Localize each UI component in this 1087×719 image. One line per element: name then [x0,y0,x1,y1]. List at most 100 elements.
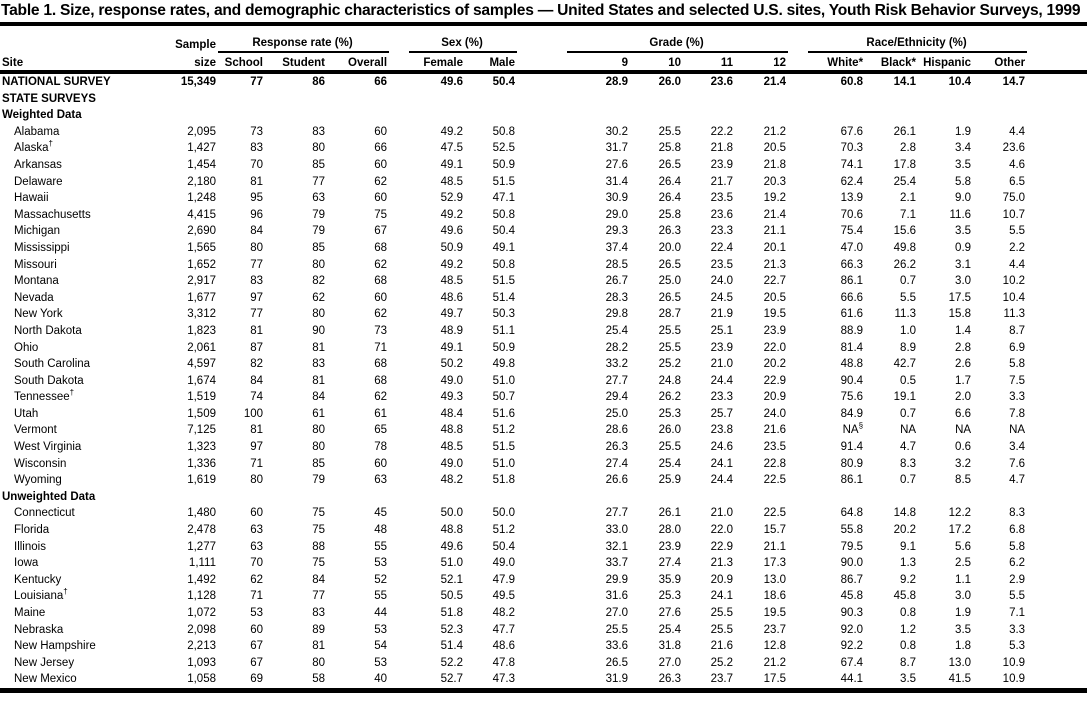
column-gap [389,273,409,290]
value-cell: 5.3 [1009,640,1026,653]
column-gap [517,505,567,522]
value-cell: 25.5 [710,623,734,636]
value-cell: 71 [250,457,263,470]
value-cell: 0.5 [900,374,917,387]
site-label: Utah [14,407,39,420]
site-label: Missouri [14,258,57,271]
column-gap [1027,174,1087,191]
value-cell: 45.8 [840,590,864,603]
value-cell: 1,427 [187,142,216,155]
value-cell: 50.5 [440,590,464,603]
value-cell: 85 [312,158,325,171]
value-cell: 73 [250,125,263,138]
value-cell: 24.6 [710,441,734,454]
value-cell: 23.7 [763,623,787,636]
value-cell: 28.6 [605,424,629,437]
value-cell: 68 [374,358,388,371]
column-gap [1027,273,1087,290]
column-gap [517,257,567,274]
table-row: Nevada 1,677 97 62 60 48.6 51.4 28.3 26.5 24.5 20.… [0,290,1087,307]
value-cell: 5.5 [1009,590,1026,603]
value-cell: 31.9 [605,673,629,686]
value-cell: 70.6 [840,208,864,221]
value-cell: 24.1 [710,590,734,603]
value-cell: 13.0 [763,573,787,586]
column-gap [1027,190,1087,207]
column-gap [517,671,567,688]
column-gap [788,290,808,307]
value-cell: 31.4 [605,175,629,188]
value-cell: 67 [250,656,263,669]
value-cell: 23.9 [658,540,682,553]
value-cell: 23.3 [710,391,734,404]
value-cell: 64.8 [840,507,864,520]
site-label: Nebraska [14,623,64,636]
value-cell: 51.4 [492,291,516,304]
value-cell: 0.7 [900,275,917,288]
column-gap [1027,588,1087,605]
value-cell: 22.7 [763,275,787,288]
value-cell: 25.1 [710,324,734,337]
value-cell: 15.6 [893,225,917,238]
value-cell: 20.3 [763,175,787,188]
value-cell: 3.4 [955,142,972,155]
value-cell: 30.2 [605,125,629,138]
site-label: South Dakota [14,374,84,387]
value-cell: 24.1 [710,457,734,470]
value-cell: 80 [250,474,263,487]
value-cell: 12.8 [763,640,787,653]
value-cell: 19.2 [763,192,787,205]
header-school: School [218,52,265,74]
column-gap [389,605,409,622]
table-row: Kentucky 1,492 62 84 52 52.1 47.9 29.9 35.9 20.9 1… [0,572,1087,589]
value-cell: 44 [374,607,388,619]
column-gap [788,72,808,91]
value-cell: 85 [312,457,325,470]
value-cell: NA [900,424,917,437]
column-gap [389,290,409,307]
value-cell: 5.8 [1009,358,1026,371]
site-label: Tennessee† [14,389,75,404]
header-group-sex: Sex (%) [409,26,518,53]
value-cell: 23.3 [710,225,734,238]
value-cell: 21.1 [763,540,787,553]
value-cell: 55.8 [840,524,864,537]
column-gap [517,522,567,539]
table-row: Illinois 1,277 63 88 55 49.6 50.4 32.1 23.9 22.9 2… [0,539,1087,556]
column-gap [389,522,409,539]
value-cell: 91.4 [840,441,864,454]
value-cell: 27.6 [658,607,682,619]
column-gap [1027,638,1087,655]
column-gap [788,273,808,290]
value-cell: 50.9 [440,241,464,254]
value-cell: 3.4 [1009,441,1026,454]
value-cell: 7,125 [187,424,216,437]
table-title: Table 1. Size, response rates, and demog… [0,0,1087,26]
site-label: Iowa [14,557,39,570]
value-cell: 24.4 [710,474,734,487]
value-cell: 47.8 [492,656,516,669]
value-cell: 25.0 [658,275,682,288]
site-label: Connecticut [14,507,75,520]
value-cell: 49.8 [893,241,917,254]
value-cell: 55 [374,540,388,553]
value-cell: 62 [374,391,388,404]
value-cell: 86.7 [840,573,864,586]
value-cell: 80 [312,441,325,454]
value-cell: 61 [374,407,388,420]
site-label: New Hampshire [14,640,96,653]
column-gap [1027,456,1087,473]
header-sample-line2: size [160,52,218,74]
value-cell: 3.5 [955,225,972,238]
column-gap [389,572,409,589]
header-group-race: Race/Ethnicity (%) [808,26,1028,53]
value-cell: 27.4 [605,457,629,470]
site-label: Nevada [14,291,54,304]
value-cell: 51.8 [440,607,464,619]
value-cell: 2,061 [187,341,216,354]
value-cell: 50.2 [440,358,464,371]
value-cell: 67.6 [840,125,864,138]
value-cell: 2,690 [187,225,216,238]
column-gap [1027,605,1087,622]
value-cell: 81.4 [840,341,864,354]
